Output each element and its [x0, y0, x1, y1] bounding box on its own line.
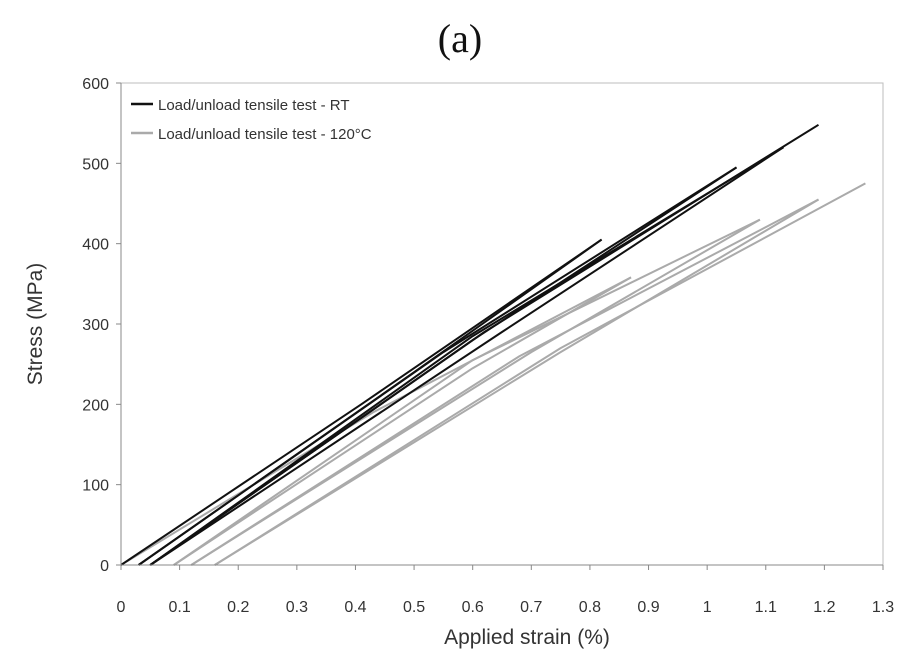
y-tick-label: 200 [82, 397, 109, 414]
series-1 [120, 182, 866, 566]
series-line-segment [120, 238, 603, 566]
x-tick-label: 0 [117, 599, 126, 616]
y-tick-label: 0 [100, 558, 109, 575]
y-axis-label: Stress (MPa) [24, 263, 47, 386]
legend-label-120c: Load/unload tensile test - 120°C [158, 126, 372, 143]
x-tick-label: 0.4 [344, 599, 366, 616]
y-tick-label: 300 [82, 317, 109, 334]
x-tick-label: 0.6 [462, 599, 484, 616]
y-tick-label: 400 [82, 237, 109, 254]
series-layer [120, 123, 866, 566]
y-tick-label: 500 [82, 156, 109, 173]
series-line-segment [149, 123, 820, 566]
y-tick-label: 600 [82, 76, 109, 93]
x-tick-label: 1 [703, 599, 712, 616]
x-tick-label: 0.5 [403, 599, 425, 616]
x-tick-label: 1.1 [755, 599, 777, 616]
series-line-segment [138, 166, 738, 566]
legend: Load/unload tensile test - RT Load/unloa… [131, 97, 372, 143]
series-line-segment [120, 276, 632, 566]
series-0 [120, 123, 820, 566]
x-tick-label: 0.1 [168, 599, 190, 616]
y-tick-label: 100 [82, 478, 109, 495]
series-line-segment [190, 198, 819, 566]
x-tick-label: 0.3 [286, 599, 308, 616]
x-tick-label: 0.9 [637, 599, 659, 616]
x-tick-label: 0.8 [579, 599, 601, 616]
legend-label-rt: Load/unload tensile test - RT [158, 97, 350, 114]
x-tick-label: 1.2 [813, 599, 835, 616]
series-line-segment [214, 198, 820, 566]
series-line-segment [173, 218, 761, 566]
y-axis-ticks: 0 100 200 300 400 500 600 [82, 76, 121, 575]
x-tick-label: 0.2 [227, 599, 249, 616]
series-line-segment [149, 146, 784, 566]
panel-label: (a) [438, 16, 482, 61]
x-axis-ticks: 0 0.1 0.2 0.3 0.4 0.5 0.6 0.7 0.8 0.9 1 1.1 1.2 1.3 [117, 565, 894, 616]
x-tick-label: 1.3 [872, 599, 894, 616]
x-tick-label: 0.7 [520, 599, 542, 616]
series-line-segment [214, 182, 866, 566]
x-axis-label: Applied strain (%) [444, 626, 610, 649]
